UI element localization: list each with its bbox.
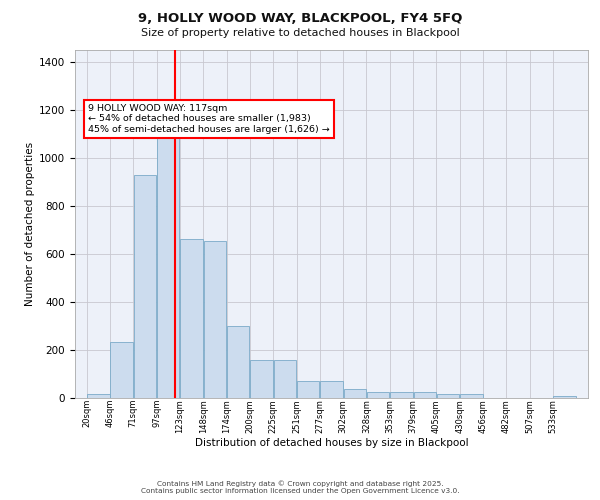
Bar xyxy=(250,360,273,398)
Bar xyxy=(204,240,226,398)
Text: Size of property relative to detached houses in Blackpool: Size of property relative to detached ho… xyxy=(140,28,460,38)
Bar xyxy=(297,380,319,398)
Text: 9, HOLLY WOOD WAY, BLACKPOOL, FY4 5FQ: 9, HOLLY WOOD WAY, BLACKPOOL, FY4 5FQ xyxy=(138,12,462,26)
Bar xyxy=(367,392,389,398)
Bar xyxy=(390,392,413,398)
Bar xyxy=(157,132,179,398)
Bar xyxy=(413,392,436,398)
X-axis label: Distribution of detached houses by size in Blackpool: Distribution of detached houses by size … xyxy=(194,438,469,448)
Bar xyxy=(437,394,459,398)
Bar xyxy=(227,326,250,398)
Bar xyxy=(344,389,366,398)
Bar xyxy=(274,360,296,398)
Bar xyxy=(460,394,482,398)
Y-axis label: Number of detached properties: Number of detached properties xyxy=(25,142,35,306)
Bar xyxy=(110,342,133,398)
Bar xyxy=(134,174,156,398)
Bar xyxy=(87,394,110,398)
Bar xyxy=(553,396,576,398)
Text: 9 HOLLY WOOD WAY: 117sqm
← 54% of detached houses are smaller (1,983)
45% of sem: 9 HOLLY WOOD WAY: 117sqm ← 54% of detach… xyxy=(88,104,330,134)
Bar xyxy=(320,380,343,398)
Bar xyxy=(181,240,203,398)
Text: Contains HM Land Registry data © Crown copyright and database right 2025.
Contai: Contains HM Land Registry data © Crown c… xyxy=(140,480,460,494)
